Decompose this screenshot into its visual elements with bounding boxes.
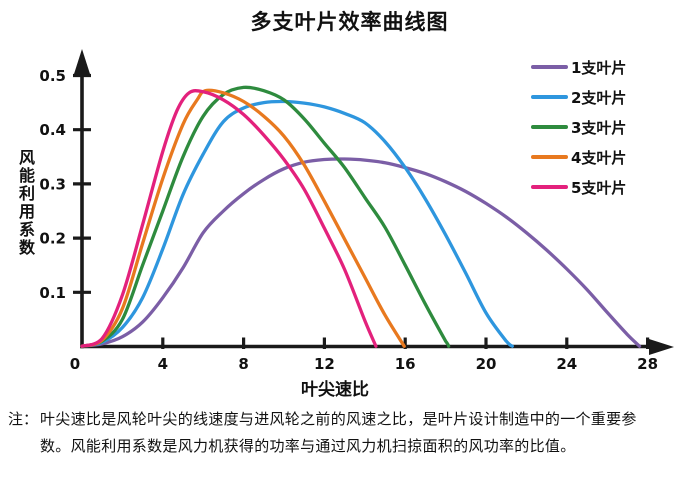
footnote-line-1: 叶尖速比是风轮叶尖的线速度与进风轮之前的风速之比，是叶片设计制造中的一个重要参 <box>40 410 637 428</box>
legend-swatch-icon <box>531 95 568 99</box>
legend-label: 4支叶片 <box>571 148 627 167</box>
x-tick-label: 4 <box>158 355 168 373</box>
footnote-label: 注： <box>8 410 39 428</box>
legend-item-1: 1支叶片 <box>531 57 626 77</box>
series-curve-2 <box>80 99 514 348</box>
legend-item-4: 4支叶片 <box>531 147 626 167</box>
x-tick-label: 20 <box>476 355 497 373</box>
footnote-text: 叶尖速比是风轮叶尖的线速度与进风轮之前的风速之比，是叶片设计制造中的一个重要参 … <box>40 406 696 460</box>
footnote: 注： 叶尖速比是风轮叶尖的线速度与进风轮之前的风速之比，是叶片设计制造中的一个重… <box>8 406 696 460</box>
x-tick-label: 28 <box>637 355 658 373</box>
legend-swatch-icon <box>531 125 568 129</box>
y-tick-label: 0.3 <box>39 175 66 193</box>
y-axis-title: 风能利用系数 <box>16 149 35 257</box>
series-curve-5 <box>80 89 378 348</box>
chart-canvas: 0.1 0.2 0.3 0.4 0.5 4 8 12 16 20 24 28 0 <box>39 49 674 373</box>
x-axis-arrow-icon <box>649 339 674 355</box>
legend-label: 1支叶片 <box>571 58 627 77</box>
legend-swatch-icon <box>531 65 568 69</box>
y-tick-label: 0.2 <box>39 230 66 248</box>
x-tick-label: 24 <box>556 355 577 373</box>
y-tick-label: 0.5 <box>39 67 66 85</box>
y-tick-label: 0.4 <box>39 121 66 139</box>
legend-label: 2支叶片 <box>571 88 627 107</box>
legend-item-2: 2支叶片 <box>531 87 626 107</box>
origin-label: 0 <box>70 355 80 373</box>
legend-label: 5支叶片 <box>571 178 627 197</box>
legend-item-3: 3支叶片 <box>531 117 626 137</box>
x-axis-title: 叶尖速比 <box>301 380 369 400</box>
legend-label: 3支叶片 <box>571 118 627 137</box>
legend-swatch-icon <box>531 185 568 189</box>
legend: 1支叶片 2支叶片 3支叶片 4支叶片 5支叶片 <box>531 57 626 207</box>
y-axis-arrow-icon <box>74 49 90 74</box>
legend-item-5: 5支叶片 <box>531 177 626 197</box>
x-tick-label: 16 <box>395 355 416 373</box>
series-curve-1 <box>80 157 642 348</box>
footnote-line-2: 数。风能利用系数是风力机获得的功率与通过风力机扫掠面积的风功率的比值。 <box>40 437 576 455</box>
chart-title: 多支叶片效率曲线图 <box>250 10 449 34</box>
x-tick-label: 12 <box>314 355 335 373</box>
y-tick-label: 0.1 <box>39 284 66 302</box>
x-tick-label: 8 <box>238 355 248 373</box>
series-curve-3 <box>80 85 451 348</box>
legend-swatch-icon <box>531 155 568 159</box>
series-curve-4 <box>80 88 406 348</box>
